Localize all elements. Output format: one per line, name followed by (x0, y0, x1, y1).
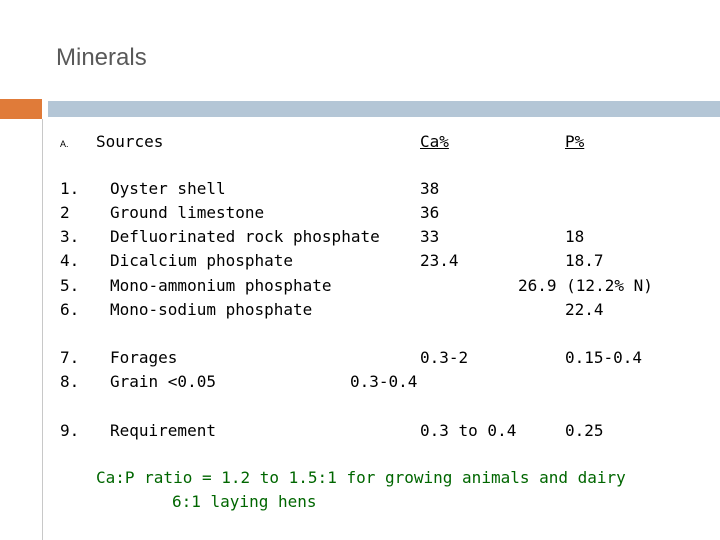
source-name: Mono-ammonium phosphate (110, 276, 332, 295)
source-name: Oyster shell (110, 179, 226, 198)
row-number: 3. (60, 227, 80, 246)
slide-title: Minerals (56, 44, 147, 71)
header-bar (48, 101, 720, 117)
ca-value: 33 (420, 227, 440, 246)
p-value: 0.25 (565, 421, 604, 440)
side-rule (42, 119, 43, 540)
source-name: Requirement (110, 421, 216, 440)
row-number: 2 (60, 203, 70, 222)
p-value: 22.4 (565, 300, 604, 319)
source-name: Defluorinated rock phosphate (110, 227, 380, 246)
p-value: 0.15-0.4 (565, 348, 643, 367)
ca-value: 0.3-2 (420, 348, 469, 367)
p-value: 18.7 (565, 251, 604, 270)
row-number: 1. (60, 179, 80, 198)
row-number: 8. (60, 372, 80, 391)
source-name: Mono-sodium phosphate (110, 300, 313, 319)
section-label: A. (60, 139, 69, 149)
ca-value: 0.3-0.4 (350, 372, 418, 391)
source-name: Ground limestone (110, 203, 265, 222)
accent-block (0, 99, 42, 119)
row-number: 4. (60, 251, 80, 270)
p-value: 26.9 (12.2% N) (518, 276, 653, 295)
column-header: Ca% (420, 132, 449, 151)
ca-value: 38 (420, 179, 440, 198)
column-header: P% (565, 132, 585, 151)
row-number: 9. (60, 421, 80, 440)
footer-line: Ca:P ratio = 1.2 to 1.5:1 for growing an… (96, 468, 626, 487)
source-name: Grain <0.05 (110, 372, 216, 391)
ca-value: 36 (420, 203, 440, 222)
ca-value: 0.3 to 0.4 (420, 421, 517, 440)
column-header: Sources (96, 132, 164, 151)
row-number: 5. (60, 276, 80, 295)
footer-line: 6:1 laying hens (172, 492, 317, 511)
source-name: Forages (110, 348, 178, 367)
source-name: Dicalcium phosphate (110, 251, 294, 270)
ca-value: 23.4 (420, 251, 459, 270)
row-number: 7. (60, 348, 80, 367)
p-value: 18 (565, 227, 585, 246)
row-number: 6. (60, 300, 80, 319)
